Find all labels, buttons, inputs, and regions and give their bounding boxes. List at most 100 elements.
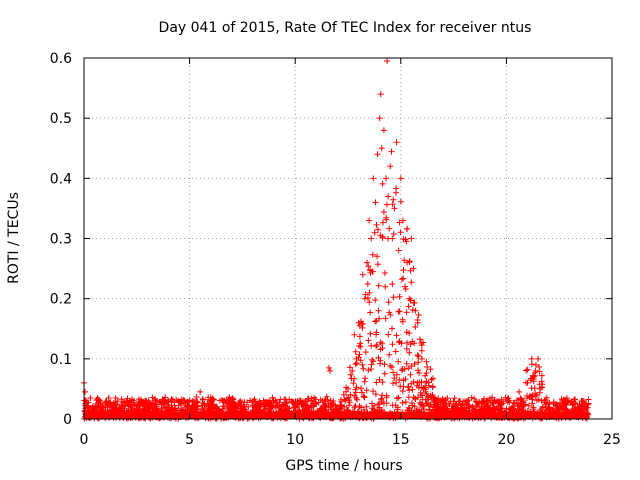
data-point	[327, 367, 334, 374]
data-point	[391, 205, 398, 212]
x-tick-label: 15	[392, 432, 410, 448]
data-point	[429, 391, 436, 398]
data-point	[102, 408, 109, 415]
data-point	[298, 400, 305, 407]
x-tick-label: 5	[185, 432, 194, 448]
data-point	[283, 405, 290, 412]
data-points	[81, 58, 586, 416]
y-tick-label: 0	[63, 412, 72, 428]
data-point	[418, 355, 425, 362]
y-axis-label: ROTI / TECUs	[6, 192, 22, 284]
y-tick-label: 0.6	[50, 51, 72, 67]
x-tick-label: 20	[497, 432, 515, 448]
data-point	[364, 259, 371, 266]
data-point	[361, 295, 368, 302]
data-point	[220, 409, 227, 416]
y-tick-label: 0.5	[50, 111, 72, 127]
data-point	[256, 402, 263, 409]
data-point	[376, 115, 383, 122]
scatter-cloud	[81, 148, 592, 422]
data-point	[214, 403, 221, 410]
data-point	[516, 388, 523, 395]
data-point	[201, 400, 208, 407]
data-point	[304, 397, 311, 404]
data-point	[228, 405, 235, 412]
data-point	[146, 403, 153, 410]
data-point	[408, 235, 415, 242]
grid	[84, 58, 612, 419]
data-point	[383, 175, 390, 182]
chart-title: Day 041 of 2015, Rate Of TEC Index for r…	[159, 20, 532, 36]
data-point	[374, 151, 381, 158]
data-point	[423, 379, 430, 386]
data-point	[325, 364, 332, 371]
y-tick-label: 0.4	[50, 171, 72, 187]
data-point	[112, 394, 119, 401]
data-point	[541, 397, 548, 404]
data-point	[119, 403, 126, 410]
data-point	[554, 406, 561, 413]
data-point	[469, 403, 476, 410]
data-point	[452, 403, 459, 410]
data-point	[368, 235, 375, 242]
data-cloud	[81, 148, 592, 422]
data-point	[142, 400, 149, 407]
x-tick-label: 0	[80, 432, 89, 448]
data-point	[384, 58, 391, 65]
data-point	[520, 397, 527, 404]
data-point	[319, 397, 326, 404]
x-tick-label: 10	[286, 432, 304, 448]
data-point	[395, 247, 402, 254]
y-tick-label: 0.3	[50, 232, 72, 248]
data-point	[82, 388, 89, 395]
data-point	[440, 403, 447, 410]
data-point	[249, 397, 256, 404]
data-point	[355, 319, 362, 326]
data-point	[353, 355, 360, 362]
data-point	[85, 403, 92, 410]
data-point	[186, 403, 193, 410]
data-point	[349, 367, 356, 374]
data-point	[262, 406, 269, 413]
data-point	[357, 343, 364, 350]
data-point	[486, 405, 493, 412]
data-point	[330, 397, 337, 404]
data-point	[370, 175, 377, 182]
data-point	[509, 403, 516, 410]
ticks: 0 5 10 15 20 25 0 0.1 0.2 0.3 0.4 0.5 0.6	[50, 51, 621, 448]
data-point	[387, 163, 394, 170]
x-tick-label: 25	[603, 432, 621, 448]
data-point	[135, 396, 142, 403]
data-point	[171, 406, 178, 413]
data-point	[414, 319, 421, 326]
data-point	[106, 400, 113, 407]
data-point	[87, 394, 94, 401]
data-point	[129, 406, 136, 413]
data-point	[579, 408, 586, 415]
data-point	[207, 406, 214, 413]
data-point	[385, 193, 392, 200]
data-point	[277, 408, 284, 415]
data-point	[351, 331, 358, 338]
data-point	[313, 400, 320, 407]
data-point	[404, 259, 411, 266]
data-point	[393, 139, 400, 146]
data-point	[532, 361, 539, 368]
data-point	[192, 397, 199, 404]
data-point	[545, 403, 552, 410]
data-point	[345, 385, 351, 392]
data-point	[412, 307, 419, 314]
data-point	[271, 403, 278, 410]
data-point	[530, 373, 537, 380]
data-point	[152, 397, 159, 404]
data-point	[100, 403, 107, 410]
data-point	[178, 400, 185, 407]
data-point	[241, 403, 248, 410]
data-point	[292, 403, 299, 410]
data-point	[399, 217, 406, 224]
data-point	[380, 127, 387, 134]
data-point	[535, 355, 542, 362]
data-point	[159, 405, 166, 412]
data-point	[494, 406, 501, 413]
